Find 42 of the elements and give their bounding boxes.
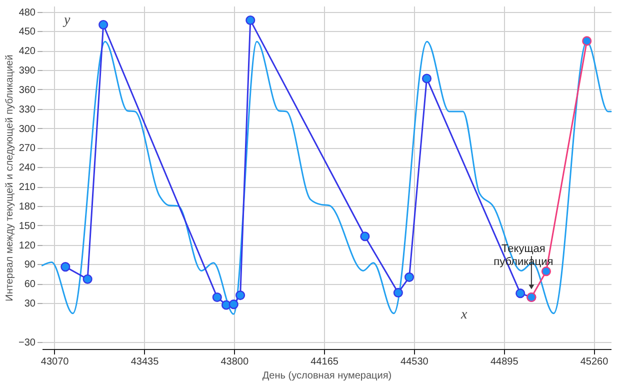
- x-tick-label: 43435: [130, 356, 160, 368]
- x-axis-title: День (условная нумерация): [262, 370, 392, 382]
- x-tick-label: 44895: [490, 356, 519, 368]
- x-tick-label: 45260: [580, 356, 609, 368]
- x-tick-label: 44530: [400, 356, 429, 368]
- point: [541, 266, 551, 276]
- point: [360, 232, 370, 242]
- y-tick-label: 120: [18, 240, 36, 252]
- point: [516, 288, 526, 298]
- y-tick-label: 210: [18, 182, 36, 194]
- y-tick-label: 480: [18, 7, 36, 18]
- point: [82, 274, 92, 284]
- y-tick-label: 390: [18, 66, 36, 77]
- y-tick-label: 270: [18, 143, 36, 154]
- x-tick-label: 44165: [310, 356, 339, 368]
- y-tick-label: 300: [18, 124, 36, 135]
- annotation: x: [460, 307, 468, 322]
- point: [422, 74, 432, 84]
- point: [582, 36, 592, 46]
- point: [246, 15, 256, 26]
- point: [98, 20, 108, 30]
- point: [393, 288, 403, 298]
- point: [60, 262, 70, 272]
- x-tick-label: 43070: [40, 356, 70, 368]
- y-tick-label: −30: [18, 337, 36, 348]
- y-tick-label: 330: [18, 104, 36, 116]
- y-tick-label: 450: [18, 26, 36, 38]
- y-axis-title: Интервал между текущей и следующей публикацией: [4, 54, 16, 302]
- y-tick-label: 90: [24, 260, 36, 271]
- y-tick-label: 60: [24, 279, 36, 290]
- y-tick-label: 180: [18, 201, 36, 212]
- annotation: y: [62, 13, 71, 28]
- y-tick-label: 420: [18, 46, 36, 58]
- y-tick-label: 240: [18, 162, 36, 174]
- x-tick-label: 43800: [220, 356, 249, 368]
- point: [404, 272, 414, 282]
- point: [228, 300, 238, 310]
- y-tick-label: 30: [24, 298, 36, 310]
- y-tick-label: 150: [18, 220, 36, 232]
- y-tick-label: 360: [18, 84, 36, 96]
- point: [236, 290, 246, 300]
- point: [212, 292, 222, 302]
